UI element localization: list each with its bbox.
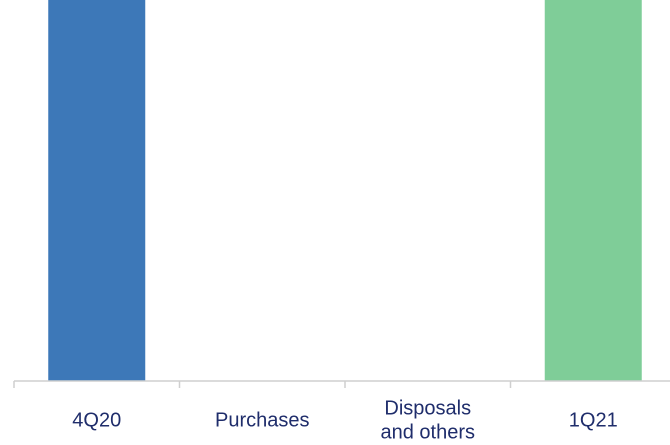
x-axis bbox=[13, 380, 670, 388]
x-tick-label: 4Q20 bbox=[72, 409, 121, 431]
x-tick-label-line: 4Q20 bbox=[72, 409, 121, 431]
bar-1q21 bbox=[544, 0, 642, 381]
bar-4q20 bbox=[48, 0, 146, 381]
category-labels: 4Q20 Purchases Disposals and others 1Q21 bbox=[72, 397, 617, 443]
x-tick-label-line: 1Q21 bbox=[569, 409, 618, 431]
bars-group bbox=[48, 0, 642, 381]
x-tick-label-line: and others bbox=[380, 421, 475, 443]
x-tick-label-line: Purchases bbox=[215, 409, 310, 431]
x-tick-label: 1Q21 bbox=[569, 409, 618, 431]
x-tick-label-line: Disposals bbox=[384, 397, 471, 419]
x-tick-label: Disposals and others bbox=[380, 397, 475, 443]
x-tick-label: Purchases bbox=[215, 409, 310, 431]
